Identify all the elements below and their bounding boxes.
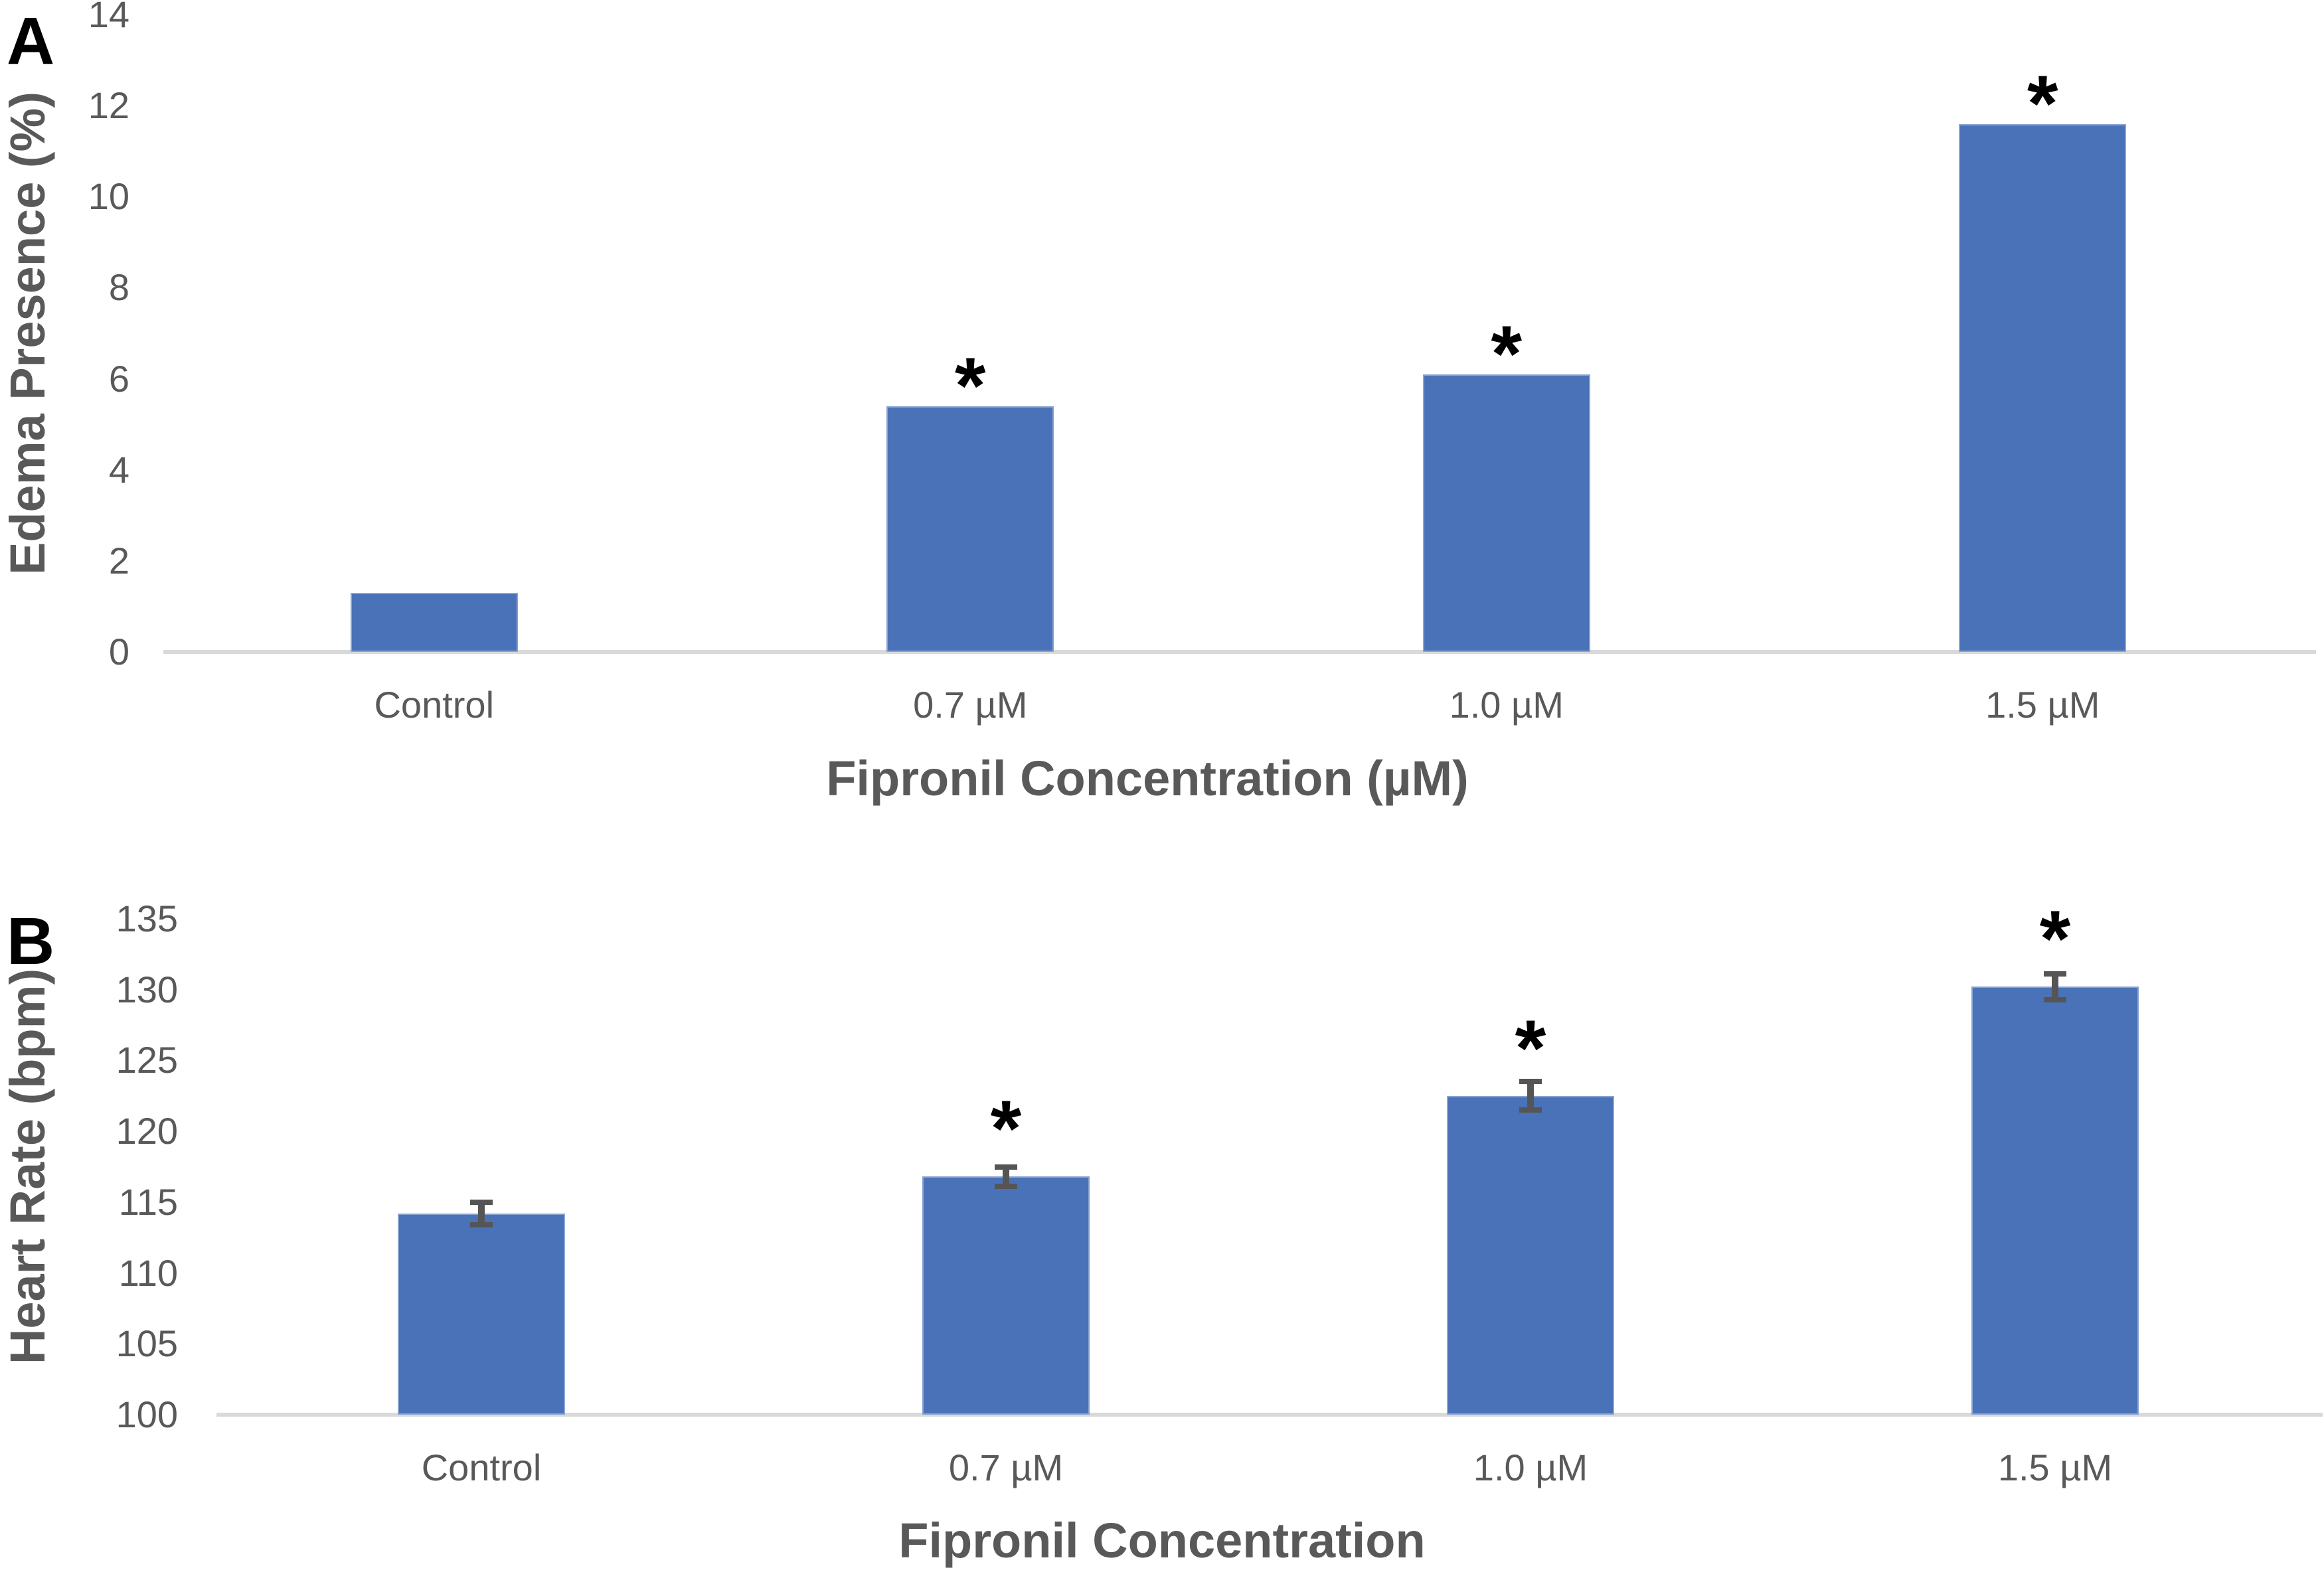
bar-control bbox=[350, 592, 518, 652]
y-tick-label: 120 bbox=[116, 1110, 178, 1152]
error-bar-cap bbox=[1519, 1107, 1542, 1113]
error-bar bbox=[1527, 1081, 1534, 1111]
y-tick-label: 14 bbox=[88, 0, 129, 35]
significance-asterisk: * bbox=[990, 1084, 1022, 1174]
error-bar-cap bbox=[995, 1164, 1017, 1170]
x-tick-label: Control bbox=[421, 1447, 542, 1488]
error-bar bbox=[1003, 1166, 1009, 1187]
bar-control bbox=[398, 1213, 565, 1415]
x-tick-label: 1.0 µM bbox=[1449, 684, 1564, 726]
bar-1.0-µm bbox=[1447, 1095, 1614, 1415]
y-tick-label: 115 bbox=[118, 1180, 178, 1223]
y-tick-label: 105 bbox=[116, 1322, 178, 1365]
bar-1.5-µm bbox=[1959, 123, 2127, 652]
panel-b-label: B bbox=[7, 904, 55, 979]
significance-asterisk: * bbox=[2039, 894, 2071, 984]
error-bar bbox=[2052, 974, 2058, 1000]
y-tick-label: 135 bbox=[116, 898, 178, 939]
panel-b-plot-area bbox=[216, 919, 2323, 1417]
significance-asterisk: * bbox=[2027, 58, 2058, 148]
significance-asterisk: * bbox=[954, 341, 986, 430]
x-tick-label: Control bbox=[374, 684, 495, 726]
y-tick-label: 125 bbox=[116, 1039, 178, 1081]
y-tick-label: 110 bbox=[118, 1251, 178, 1294]
error-bar-cap bbox=[470, 1199, 493, 1205]
error-bar-cap bbox=[1519, 1079, 1542, 1085]
bar-1.5-µm bbox=[1971, 986, 2139, 1415]
panel-a-label: A bbox=[7, 4, 55, 78]
y-tick-label: 2 bbox=[108, 539, 129, 582]
y-tick-label: 100 bbox=[116, 1393, 178, 1435]
significance-asterisk: * bbox=[1491, 309, 1523, 398]
y-tick-label: 130 bbox=[116, 968, 178, 1010]
panel-b-y-axis-title: Heart Rate (bpm) bbox=[0, 968, 55, 1365]
bar-0.7-µm bbox=[886, 406, 1054, 652]
bar-1.0-µm bbox=[1422, 374, 1590, 652]
panel-a-x-axis-title: Fipronil Concentration (µM) bbox=[826, 751, 1469, 806]
x-tick-label: 1.5 µM bbox=[1997, 1447, 2113, 1488]
error-bar-cap bbox=[470, 1222, 493, 1227]
x-axis-line bbox=[216, 1413, 2323, 1417]
error-bar-cap bbox=[2044, 971, 2066, 977]
significance-asterisk: * bbox=[1515, 1003, 1546, 1093]
y-tick-label: 12 bbox=[88, 84, 129, 127]
error-bar-cap bbox=[2044, 996, 2066, 1002]
y-tick-label: 8 bbox=[108, 266, 129, 309]
panel-a-plot-area bbox=[163, 15, 2316, 654]
error-bar bbox=[478, 1202, 485, 1225]
y-tick-label: 0 bbox=[108, 631, 129, 672]
x-tick-label: 1.0 µM bbox=[1473, 1447, 1588, 1488]
y-tick-label: 4 bbox=[108, 448, 129, 491]
error-bar-cap bbox=[995, 1184, 1017, 1190]
y-tick-label: 6 bbox=[108, 357, 129, 400]
x-axis-line bbox=[163, 650, 2316, 654]
y-tick-label: 10 bbox=[88, 175, 129, 218]
x-tick-label: 0.7 µM bbox=[913, 684, 1028, 726]
x-tick-label: 1.5 µM bbox=[1985, 684, 2100, 726]
bar-0.7-µm bbox=[922, 1176, 1090, 1415]
x-tick-label: 0.7 µM bbox=[948, 1447, 1064, 1488]
panel-b-x-axis-title: Fipronil Concentration bbox=[898, 1513, 1426, 1568]
